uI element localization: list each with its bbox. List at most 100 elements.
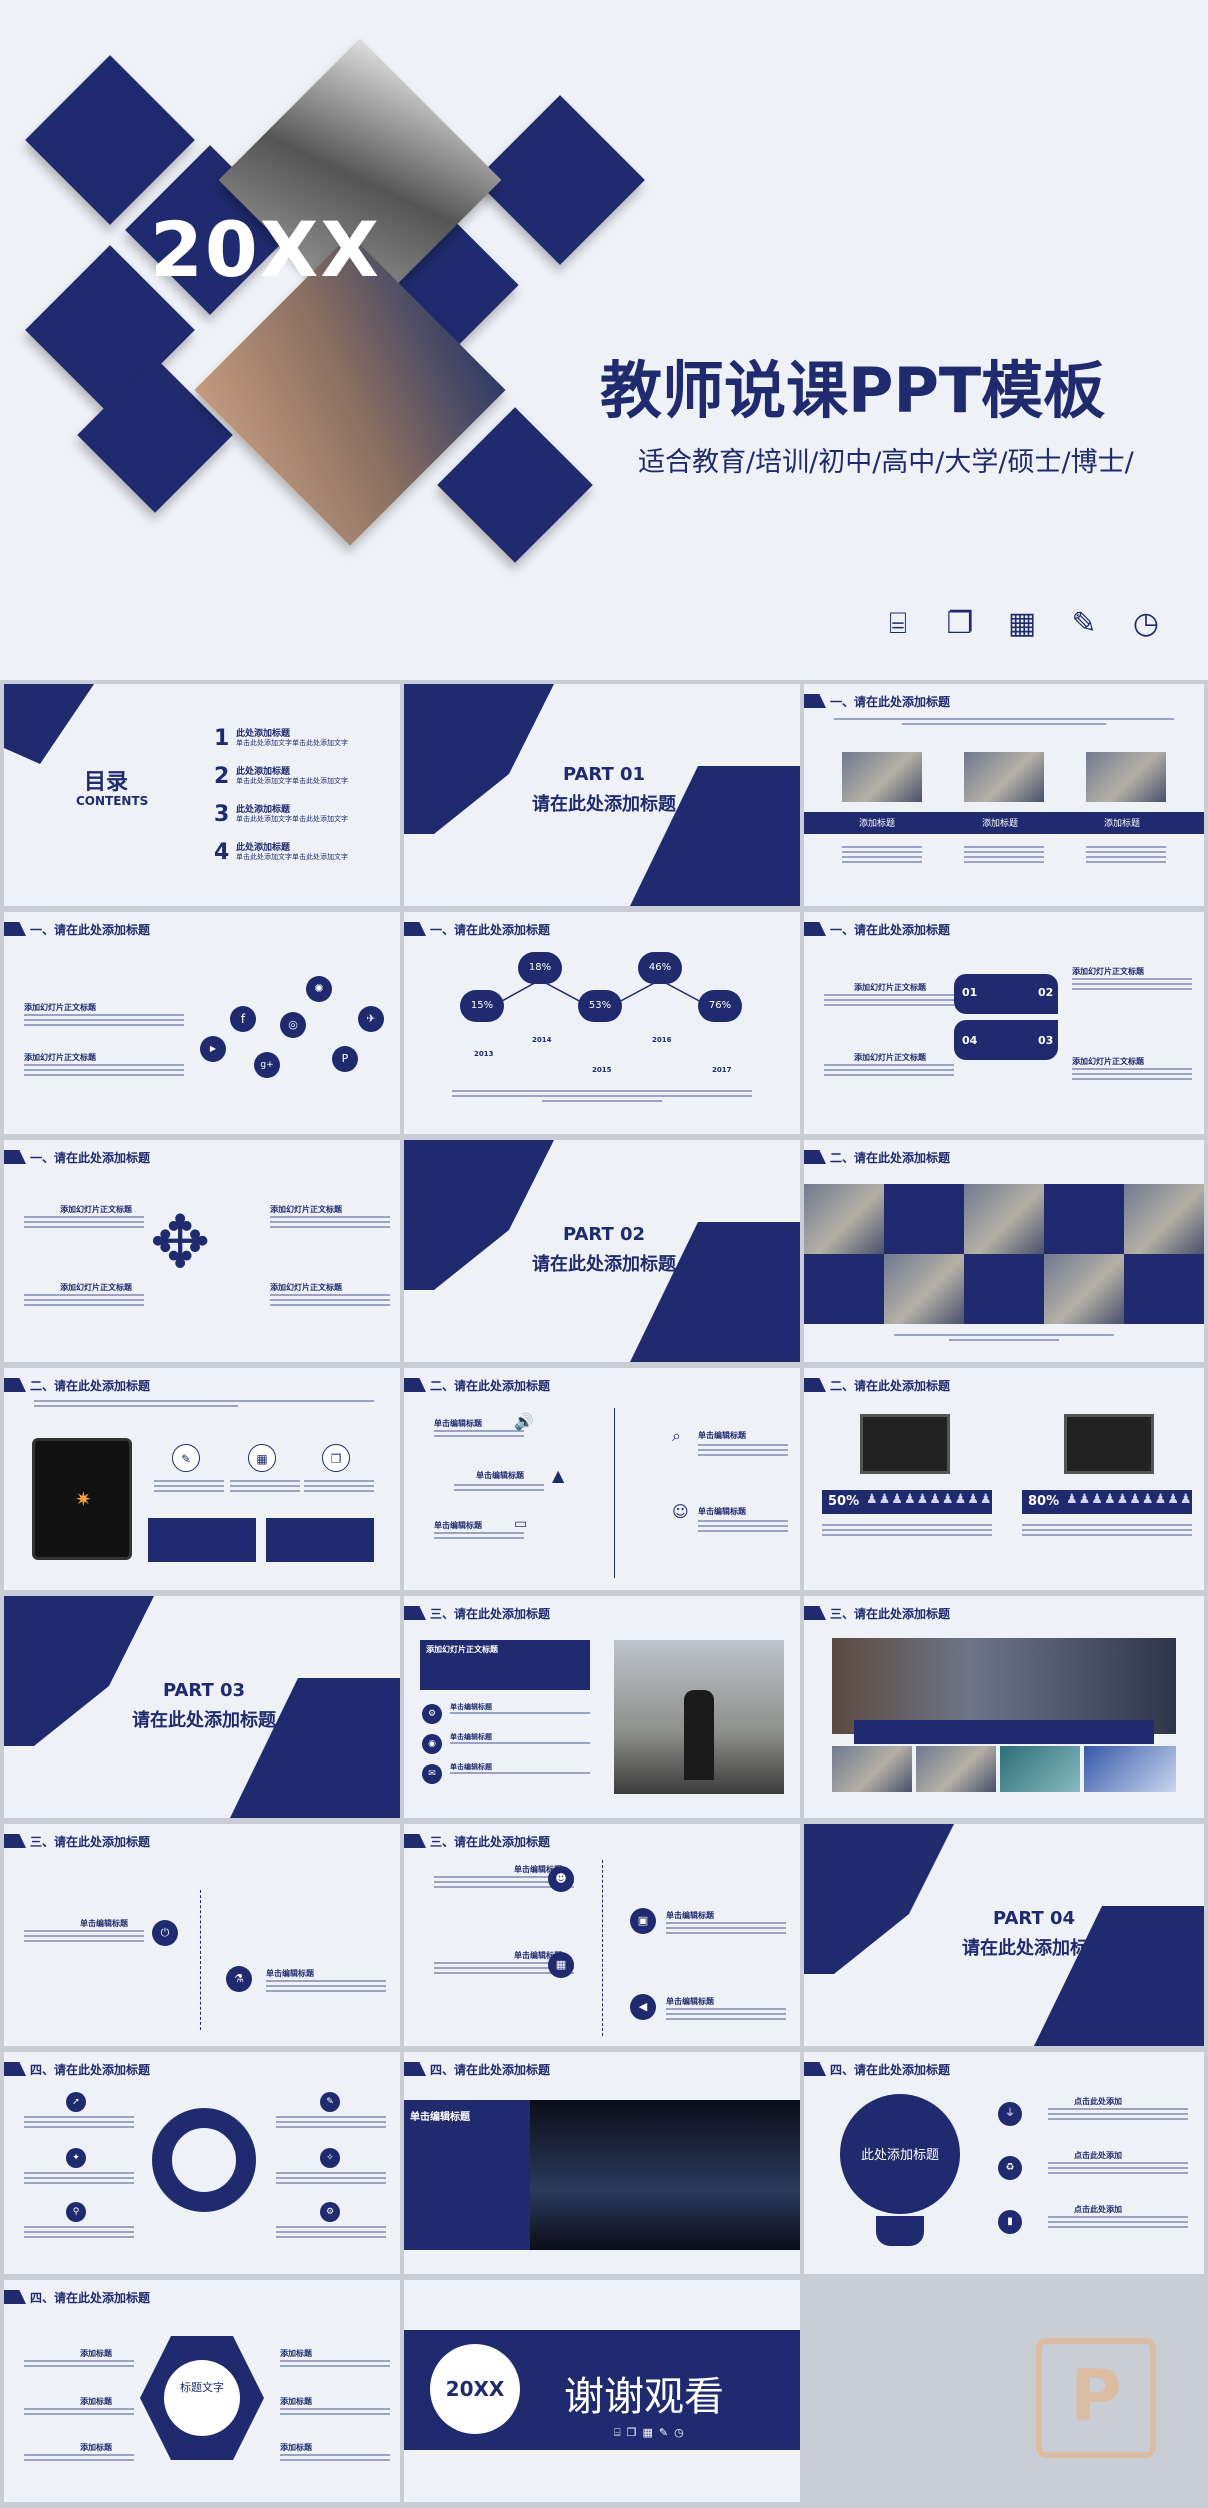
cover-year: 20XX — [150, 205, 381, 294]
cycle-block — [954, 974, 1058, 1014]
chat-icon: ✉ — [422, 1764, 442, 1784]
thanks-icon-row: ⌸❐▦✎◷ — [614, 2426, 690, 2439]
step-title: 单击编辑标题 — [80, 1919, 128, 1928]
plug-icon: ⏚ — [998, 2102, 1022, 2126]
hexagon-center — [164, 2360, 240, 2436]
steps-slide: 二、请在此处添加标题 单击编辑标题 🔊 单击编辑标题 ▲ 单击编辑标题 ▭ ⌕ … — [404, 1368, 800, 1590]
step-title: 单击编辑标题 — [698, 1431, 746, 1440]
text-block — [854, 1720, 1154, 1744]
ring-slide: 四、请在此处添加标题 ➚ ✦ ⚲ ✎ ✧ ⚙ — [4, 2052, 400, 2274]
label-band — [804, 812, 1204, 834]
server-room-photo — [530, 2100, 800, 2250]
photo — [916, 1746, 996, 1792]
bulb-label: 此处添加标题 — [860, 2148, 939, 2163]
monitor-image — [860, 1414, 950, 1474]
gallery-icon: ❐ — [946, 606, 974, 641]
stat-bar — [1022, 1490, 1192, 1514]
photo — [1124, 1184, 1204, 1254]
slide-header: 四、请在此处添加标题 — [30, 2290, 151, 2305]
text-block — [884, 1184, 964, 1254]
slide-header: 四、请在此处添加标题 — [30, 2062, 151, 2077]
year-label: 2016 — [652, 1036, 672, 1044]
power-icon: ⏻ — [152, 1920, 178, 1946]
item-title: 添加标题 — [280, 2443, 312, 2452]
thanks-text: 谢谢观看 — [564, 2374, 724, 2420]
band-label: 添加标题 — [1104, 819, 1141, 829]
slide-header: 一、请在此处添加标题 — [30, 1150, 151, 1165]
googleplus-icon: g+ — [254, 1052, 280, 1078]
rocket-icon: ➚ — [66, 2092, 86, 2112]
thanks-year: 20XX — [430, 2344, 520, 2434]
slide-header: 三、请在此处添加标题 — [430, 1834, 551, 1849]
step-title: 单击编辑标题 — [266, 1969, 314, 1978]
cycle-block — [954, 1020, 1058, 1060]
part-title: 请在此处添加标题 — [962, 1938, 1106, 1959]
block-title: 单击编辑标题 — [410, 2112, 470, 2123]
part-slide: PART 01 请在此处添加标题 — [404, 684, 800, 906]
recycle-icon: ♻ — [998, 2156, 1022, 2180]
search-icon: ⌕ — [672, 1426, 681, 1445]
text-label: 添加幻灯片正文标题 — [270, 1283, 342, 1292]
cycle-number: 04 — [962, 1034, 978, 1047]
photo — [1000, 1746, 1080, 1792]
megaphone-icon: ◀ — [630, 1994, 656, 2020]
stat-bar — [822, 1490, 992, 1514]
city-photo — [832, 1638, 1176, 1734]
photo — [964, 752, 1044, 802]
item-title: 点击此处添加 — [1074, 2097, 1122, 2106]
item-title: 添加标题 — [80, 2397, 112, 2406]
facebook-icon: f — [230, 1006, 256, 1032]
text-block — [964, 1254, 1044, 1324]
text-label: 添加幻灯片正文标题 — [1072, 967, 1144, 976]
photo — [884, 1254, 964, 1324]
arrows-graphic: ✥ — [150, 1200, 211, 1284]
cover-subtitle: 适合教育/培训/初中/高中/大学/硕士/博士/ — [638, 447, 1134, 478]
thanks-slide: 20XX 谢谢观看 ⌸❐▦✎◷ — [404, 2280, 800, 2502]
calendar-icon: ▦ — [1007, 606, 1037, 641]
team-icon: ☻ — [548, 1866, 574, 1892]
step-title: 单击编辑标题 — [514, 1865, 562, 1874]
text-block — [1044, 1184, 1124, 1254]
photo — [842, 752, 922, 802]
content-slide: 一、请在此处添加标题 添加幻灯片正文标题 添加幻灯片正文标题 f ◎ ✺ ✈ ▶… — [4, 912, 400, 1134]
photo — [804, 1184, 884, 1254]
year-label: 2017 — [712, 1066, 732, 1074]
toc-item[interactable]: 4 此处添加标题 单击此处添加文字单击此处添加文字 — [214, 840, 348, 865]
band-label: 添加标题 — [982, 819, 1019, 829]
stat-value: 80% — [1028, 1494, 1060, 1509]
text-block — [404, 2100, 530, 2250]
gear-icon: ⚙ — [422, 1704, 442, 1724]
text-label: 添加幻灯片正文标题 — [854, 983, 926, 992]
edit-icon: ✎ — [1071, 606, 1097, 641]
part-title: 请在此处添加标题 — [532, 794, 676, 815]
text-block — [804, 1254, 884, 1324]
step-title: 单击编辑标题 — [514, 1951, 562, 1960]
people-icon-row: ♟♟♟♟♟♟♟♟♟♟ — [1066, 1492, 1193, 1507]
image-icon: ▣ — [630, 1908, 656, 1934]
part-number: PART 02 — [562, 1224, 646, 1245]
slide-header: 一、请在此处添加标题 — [30, 922, 151, 937]
cloud-marker: 76% — [698, 990, 742, 1022]
slide-header: 二、请在此处添加标题 — [830, 1150, 951, 1165]
block-title: 添加幻灯片正文标题 — [426, 1645, 498, 1654]
photo — [614, 1640, 784, 1794]
toc-item[interactable]: 2 此处添加标题 单击此处添加文字单击此处添加文字 — [214, 764, 348, 789]
hex-slide: 四、请在此处添加标题 标题文字 添加标题 添加标题 添加标题 添加标题 添加标题… — [4, 2280, 400, 2502]
cycle-number: 03 — [1038, 1034, 1054, 1047]
text-block — [1124, 1254, 1204, 1324]
folder-icon: ❐ — [322, 1444, 350, 1472]
toc-item[interactable]: 1 此处添加标题 单击此处添加文字单击此处添加文字 — [214, 726, 348, 751]
gear-icon: ⚙ — [320, 2202, 340, 2222]
toc-item[interactable]: 3 此处添加标题 单击此处添加文字单击此处添加文字 — [214, 802, 348, 827]
step-title: 单击编辑标题 — [666, 1911, 714, 1920]
photo — [1044, 1254, 1124, 1324]
battery-icon: ▮ — [998, 2210, 1022, 2234]
city-slide: 三、请在此处添加标题 — [804, 1596, 1204, 1818]
toc-subtitle: CONTENTS — [76, 794, 149, 808]
pinterest-icon: P — [332, 1046, 358, 1072]
part-number: PART 03 — [162, 1680, 246, 1701]
text-block — [266, 1518, 374, 1562]
volume-icon: 🔊 — [514, 1412, 534, 1431]
cover-icon-row: ⌸ ❐ ▦ ✎ ◷ — [878, 605, 1166, 643]
gallery-slide: 二、请在此处添加标题 — [804, 1140, 1204, 1362]
